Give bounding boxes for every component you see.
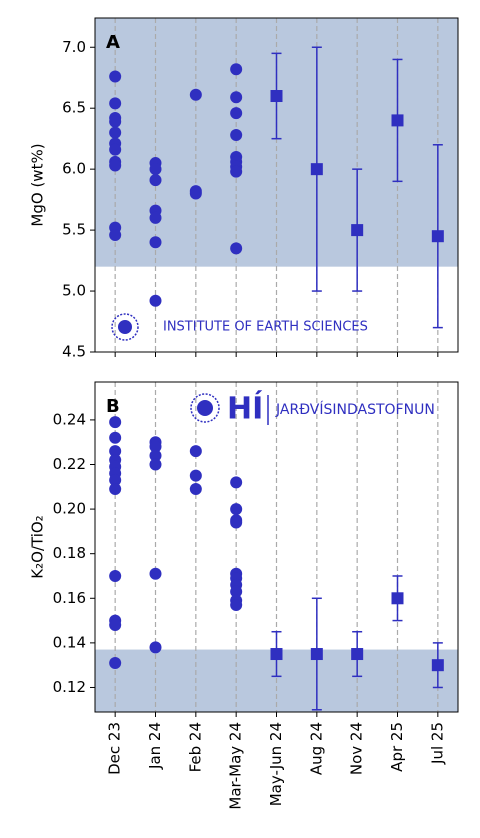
point: [230, 598, 243, 611]
point: [230, 503, 243, 516]
plot-frame: [94, 381, 459, 713]
x-tick-label: Jan 24: [146, 722, 164, 770]
point: [189, 445, 202, 458]
point: [149, 567, 162, 580]
y-tick-label: 0.20: [53, 500, 86, 518]
point: [109, 228, 122, 241]
point: [109, 97, 122, 110]
annotation: JARÐVÍSINDASTOFNUN: [275, 401, 435, 418]
square-point: [431, 230, 444, 243]
point: [189, 187, 202, 200]
point: [189, 469, 202, 482]
point: [189, 88, 202, 101]
point: [109, 126, 122, 139]
square-point: [310, 163, 323, 176]
point: [109, 619, 122, 632]
point: [109, 656, 122, 669]
y-axis-label: K₂O/TiO₂: [29, 515, 47, 578]
point: [109, 143, 122, 156]
point: [149, 449, 162, 462]
marks: [109, 46, 444, 329]
point: [149, 211, 162, 224]
point: [230, 107, 243, 120]
point: [149, 174, 162, 187]
x-tick-label: Feb 24: [186, 722, 204, 772]
y-tick-label: 6.5: [62, 99, 86, 117]
y-tick-label: 0.18: [53, 544, 86, 562]
y-tick-label: 5.0: [62, 282, 86, 300]
point: [109, 445, 122, 458]
y-tick-label: 6.0: [62, 160, 86, 178]
x-tick-label: May-Jun 24: [267, 722, 285, 806]
point: [189, 483, 202, 496]
point: [109, 431, 122, 444]
y-tick-label: 4.5: [62, 343, 86, 361]
point: [109, 483, 122, 496]
point: [149, 236, 162, 249]
x-tick-label: Jul 25: [428, 722, 446, 765]
y-tick-label: 0.14: [53, 633, 86, 651]
logo-text: HÍ: [227, 391, 263, 427]
logo-core: [118, 320, 132, 334]
y-tick-label: 7.0: [62, 38, 86, 56]
point: [109, 569, 122, 582]
x-tick-label: Apr 25: [388, 722, 406, 772]
logo-ring: [111, 313, 139, 341]
square-point: [310, 648, 323, 661]
square-point: [351, 648, 364, 661]
point: [230, 516, 243, 529]
panel: Dec 23 Jan 24 Feb 24 Mar-May 24 May-Jun 24 Au…: [29, 381, 459, 810]
point: [230, 91, 243, 104]
point: [109, 115, 122, 128]
logo-a: [111, 313, 139, 341]
annotation: INSTITUTE OF EARTH SCIENCES: [163, 320, 368, 335]
point: [230, 165, 243, 178]
x-tick-label: Aug 24: [307, 722, 325, 775]
y-tick-label: 0.22: [53, 455, 86, 473]
point: [109, 159, 122, 172]
panel: 4.5 5.0 5.5 6.0 6.5 7.0 MgO (wt%) A: [29, 17, 459, 361]
panel-label: B: [106, 396, 120, 417]
y-tick-label: 5.5: [62, 221, 86, 239]
x-tick-label: Dec 23: [106, 722, 124, 775]
y-tick-label: 0.24: [53, 410, 86, 428]
point: [149, 641, 162, 654]
y-tick-label: 0.16: [53, 589, 86, 607]
panel-label: A: [106, 32, 120, 53]
point: [230, 476, 243, 489]
square-point: [351, 224, 364, 237]
x-tick-label: Nov 24: [348, 722, 366, 775]
plots: 4.5 5.0 5.5 6.0 6.5 7.0 MgO (wt%) A Dec 23 Jan 24…: [29, 17, 459, 810]
logo-core: [197, 400, 213, 416]
square-point: [431, 659, 444, 672]
marks: [109, 416, 444, 711]
point: [149, 294, 162, 307]
point: [230, 585, 243, 598]
square-point: [270, 90, 283, 103]
point: [149, 440, 162, 453]
point: [230, 242, 243, 255]
point: [149, 163, 162, 176]
square-point: [270, 648, 283, 661]
point: [109, 416, 122, 429]
x-tick-label: Mar-May 24: [227, 722, 245, 810]
point: [149, 458, 162, 471]
y-tick-label: 0.12: [53, 678, 86, 696]
point: [230, 129, 243, 142]
point: [109, 474, 122, 487]
y-axis-label: MgO (wt%): [29, 143, 47, 226]
point: [109, 70, 122, 83]
square-point: [391, 114, 404, 127]
point: [230, 63, 243, 76]
plot-frame: [94, 17, 459, 353]
logo-ring: [190, 393, 220, 423]
square-point: [391, 592, 404, 605]
logo-b: [190, 393, 220, 423]
